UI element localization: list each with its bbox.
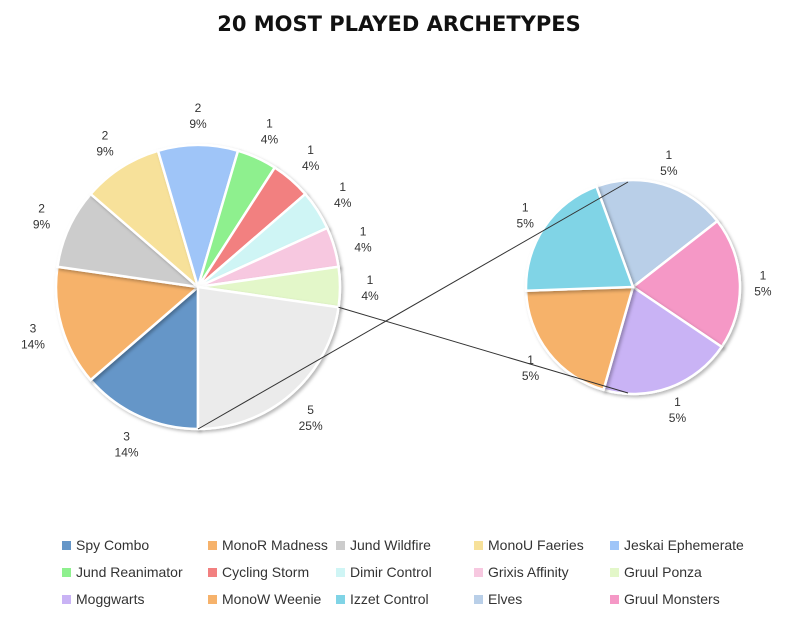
main-value-label-jeskai-ephemerate: 2 xyxy=(195,101,202,115)
legend-swatch xyxy=(62,540,71,550)
legend-item-jund-reanimator: Jund Reanimator xyxy=(62,562,183,582)
main-value-label-other: 5 xyxy=(307,403,314,417)
main-percent-label-cycling-storm: 4% xyxy=(302,159,320,173)
legend-swatch xyxy=(610,567,619,577)
secondary-value-label-monow-weenie: 1 xyxy=(527,353,534,367)
secondary-percent-label-elves: 5% xyxy=(660,164,678,178)
legend-label: Jund Wildfire xyxy=(350,537,431,553)
legend-swatch xyxy=(336,594,345,604)
legend-label: Cycling Storm xyxy=(222,564,310,580)
main-percent-label-gruul-ponza: 4% xyxy=(361,289,379,303)
secondary-slice-izzet-control xyxy=(524,184,635,293)
main-value-label-monou-faeries: 2 xyxy=(102,128,109,142)
legend-label: Dimir Control xyxy=(350,564,432,580)
main-percent-label-jund-reanimator: 4% xyxy=(261,133,279,147)
legend-item-jund-wildfire: Jund Wildfire xyxy=(336,535,431,555)
secondary-percent-label-monow-weenie: 5% xyxy=(522,369,540,383)
main-value-label-grixis-affinity: 1 xyxy=(360,225,367,239)
secondary-slice-gruul-monsters xyxy=(630,219,742,349)
legend-label: Moggwarts xyxy=(76,591,145,607)
legend-swatch xyxy=(610,594,619,604)
main-percent-label-grixis-affinity: 4% xyxy=(354,241,372,255)
main-percent-label-jeskai-ephemerate: 9% xyxy=(189,117,207,131)
legend-item-jeskai-ephemerate: Jeskai Ephemerate xyxy=(610,535,744,555)
secondary-slice-moggwarts xyxy=(601,285,724,396)
main-slice-monou-faeries xyxy=(88,149,201,291)
main-slice-jund-wildfire xyxy=(56,192,203,289)
legend-label: Grixis Affinity xyxy=(488,564,569,580)
legend-label: Izzet Control xyxy=(350,591,429,607)
secondary-slice-elves xyxy=(594,178,720,290)
legend-item-monou-faeries: MonoU Faeries xyxy=(474,535,584,555)
connector-line-top xyxy=(197,181,629,430)
legend-label: Elves xyxy=(488,591,523,607)
legend-swatch xyxy=(208,540,217,550)
legend-item-gruul-ponza: Gruul Ponza xyxy=(610,562,702,582)
main-percent-label-spy-combo: 14% xyxy=(115,445,139,459)
main-value-label-cycling-storm: 1 xyxy=(307,143,314,157)
legend-swatch xyxy=(610,540,619,550)
connector-line-bottom xyxy=(338,306,629,394)
secondary-value-label-elves: 1 xyxy=(665,148,672,162)
main-value-label-gruul-ponza: 1 xyxy=(367,273,374,287)
legend-item-moggwarts: Moggwarts xyxy=(62,589,144,609)
legend-swatch xyxy=(474,567,483,577)
secondary-value-label-izzet-control: 1 xyxy=(522,200,529,214)
legend-swatch xyxy=(336,567,345,577)
legend-item-monow-weenie: MonoW Weenie xyxy=(208,589,321,609)
legend-swatch xyxy=(208,567,217,577)
legend-item-grixis-affinity: Grixis Affinity xyxy=(474,562,569,582)
main-percent-label-monou-faeries: 9% xyxy=(96,144,114,158)
main-slice-other xyxy=(196,285,340,431)
secondary-value-label-gruul-monsters: 1 xyxy=(760,268,767,282)
legend-label: MonoR Madness xyxy=(222,537,328,553)
secondary-percent-label-gruul-monsters: 5% xyxy=(754,284,772,298)
secondary-value-label-moggwarts: 1 xyxy=(674,395,681,409)
legend-swatch xyxy=(336,540,345,550)
main-slice-jeskai-ephemerate xyxy=(156,143,240,292)
main-slice-monor-madness xyxy=(54,265,201,382)
main-value-label-spy-combo: 3 xyxy=(123,429,130,443)
legend-item-elves: Elves xyxy=(474,589,522,609)
legend-item-dimir-control: Dimir Control xyxy=(336,562,432,582)
main-percent-label-monor-madness: 14% xyxy=(21,337,45,351)
main-percent-label-other: 25% xyxy=(299,419,323,433)
legend-label: Gruul Ponza xyxy=(624,564,702,580)
legend-label: Spy Combo xyxy=(76,537,150,553)
chart-title: 20 MOST PLAYED ARCHETYPES xyxy=(217,12,581,36)
legend-item-gruul-monsters: Gruul Monsters xyxy=(610,589,720,609)
main-value-label-jund-reanimator: 1 xyxy=(266,117,273,131)
main-value-label-dimir-control: 1 xyxy=(339,180,346,194)
secondary-slice-monow-weenie xyxy=(524,285,635,392)
legend-swatch xyxy=(208,594,217,604)
main-value-label-jund-wildfire: 2 xyxy=(38,202,45,216)
secondary-percent-label-izzet-control: 5% xyxy=(517,216,535,230)
main-value-label-monor-madness: 3 xyxy=(30,321,37,335)
legend-item-izzet-control: Izzet Control xyxy=(336,589,429,609)
legend-swatch xyxy=(62,594,71,604)
legend-item-spy-combo: Spy Combo xyxy=(62,535,149,555)
legend-swatch xyxy=(474,594,483,604)
legend-swatch xyxy=(474,540,483,550)
main-percent-label-dimir-control: 4% xyxy=(334,196,352,210)
legend-swatch xyxy=(62,567,71,577)
legend-label: MonoU Faeries xyxy=(488,537,584,553)
legend-item-monor-madness: MonoR Madness xyxy=(208,535,328,555)
main-percent-label-jund-wildfire: 9% xyxy=(33,218,51,232)
legend-label: Jund Reanimator xyxy=(76,564,183,580)
legend-item-cycling-storm: Cycling Storm xyxy=(208,562,309,582)
legend-label: Jeskai Ephemerate xyxy=(624,537,744,553)
main-slice-spy-combo xyxy=(88,284,200,431)
legend-label: MonoW Weenie xyxy=(222,591,322,607)
legend-label: Gruul Monsters xyxy=(624,591,720,607)
secondary-percent-label-moggwarts: 5% xyxy=(669,411,687,425)
